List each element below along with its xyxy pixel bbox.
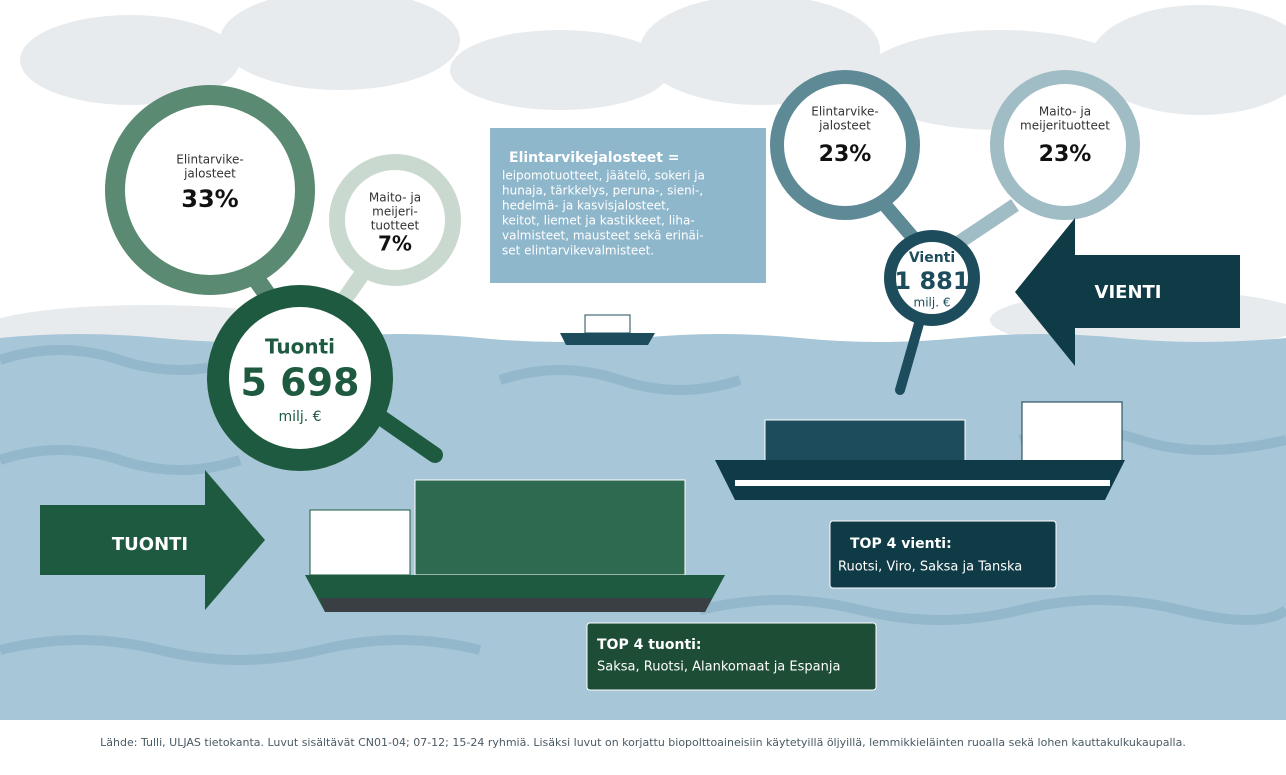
info-line: set elintarvikevalmisteet. <box>502 244 654 258</box>
import-unit: milj. € <box>278 409 321 425</box>
export-top-box <box>830 521 1056 588</box>
group-share: 23% <box>819 142 872 167</box>
import-arrow-label: TUONTI <box>112 534 188 555</box>
footnote: Lähde: Tulli, ULJAS tietokanta. Luvut si… <box>100 736 1186 749</box>
info-title: Elintarvikejalosteet = <box>509 150 680 166</box>
info-line: leipomotuotteet, jäätelö, sokeri ja <box>502 169 705 183</box>
info-line: hunaja, tärkkelys, peruna-, sieni-, <box>502 184 703 198</box>
export-arrow-label: VIENTI <box>1095 282 1162 303</box>
group-label: Maito- ja <box>1039 105 1091 119</box>
export-value: 1 881 <box>894 267 969 295</box>
group-label: meijeri- <box>372 205 418 219</box>
group-label: Maito- ja <box>369 191 421 205</box>
group-label: jalosteet <box>818 119 871 133</box>
info-line: valmisteet, mausteet sekä erinäi- <box>502 229 704 243</box>
import-top-box <box>587 623 876 690</box>
import-value: 5 698 <box>241 361 360 405</box>
info-line: hedelmä- ja kasvisjalosteet, <box>502 199 670 213</box>
infographic: Elintarvikejalosteet = leipomotuotteet, … <box>0 0 1286 771</box>
group-label: tuotteet <box>371 219 420 233</box>
group-label: Elintarvike- <box>176 153 244 167</box>
import-title: Tuonti <box>265 335 335 359</box>
export-top-text: Ruotsi, Viro, Saksa ja Tanska <box>838 560 1022 575</box>
export-unit: milj. € <box>914 296 951 310</box>
export-top-title: TOP 4 vienti: <box>850 536 952 552</box>
group-label: Elintarvike- <box>811 105 879 119</box>
group-label: meijerituotteet <box>1020 119 1110 133</box>
import-top-title: TOP 4 tuonti: <box>597 637 702 653</box>
group-share: 33% <box>181 185 238 213</box>
group-share: 7% <box>378 232 412 256</box>
export-title: Vienti <box>909 250 955 266</box>
info-line: keitot, liemet ja kastikkeet, liha- <box>502 214 695 228</box>
import-top-text: Saksa, Ruotsi, Alankomaat ja Espanja <box>597 660 840 675</box>
group-share: 23% <box>1039 142 1092 167</box>
group-label: jalosteet <box>183 167 236 181</box>
